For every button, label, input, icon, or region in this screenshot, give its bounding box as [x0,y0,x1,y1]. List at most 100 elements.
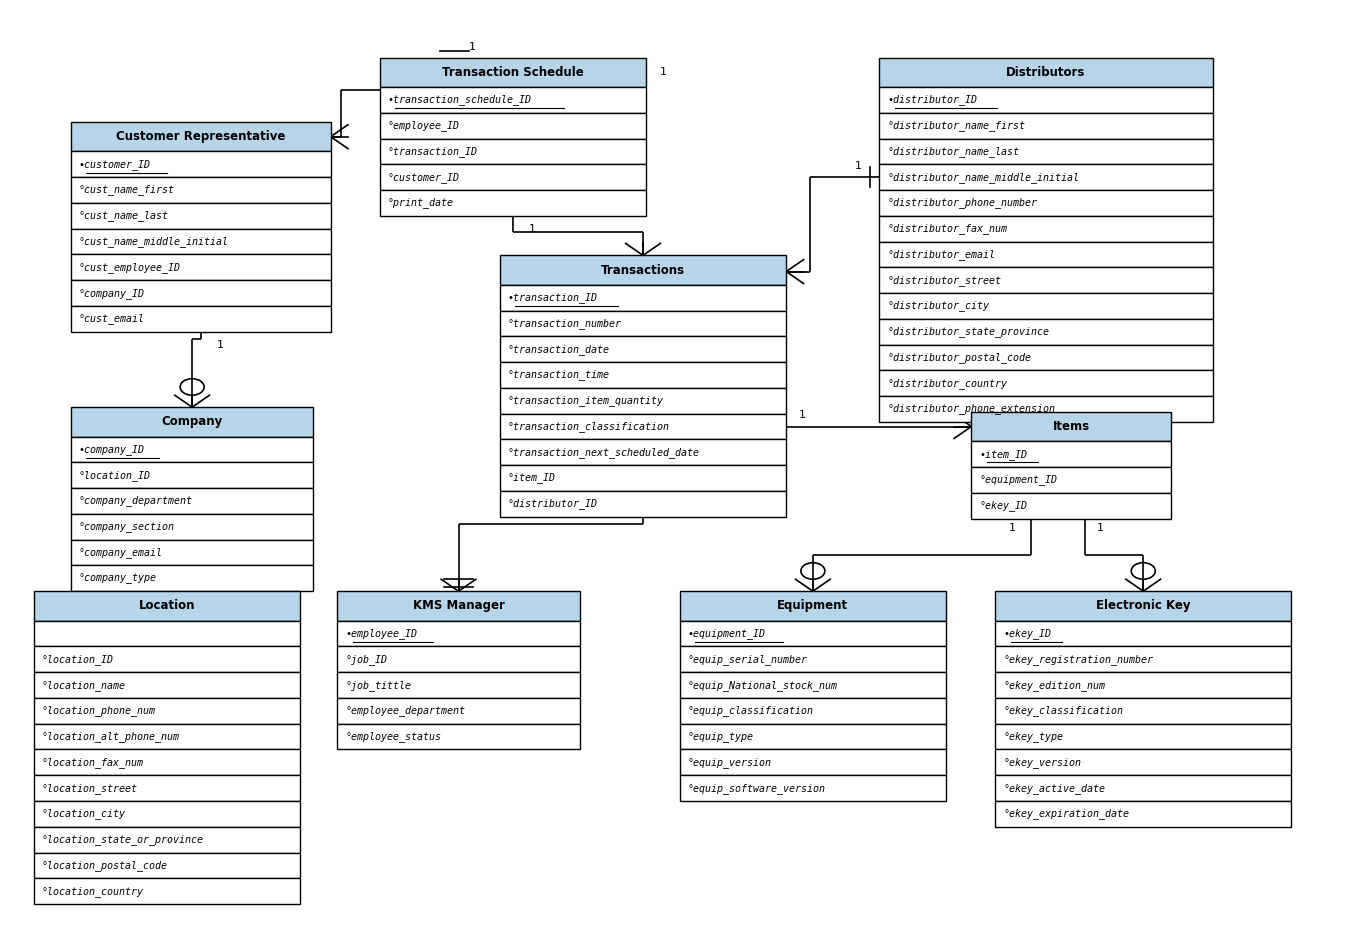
Text: Distributors: Distributors [1007,65,1086,78]
Text: 1: 1 [529,223,536,234]
Bar [996,591,1291,621]
Bar [996,646,1291,672]
Text: °transaction_number: °transaction_number [507,318,622,329]
Text: °distributor_ID: °distributor_ID [507,499,598,509]
Text: °distributor_city: °distributor_city [887,301,989,311]
Bar [879,87,1213,113]
Text: •employee_ID: •employee_ID [346,628,417,639]
Text: °location_ID: °location_ID [79,470,151,481]
Bar [879,242,1213,267]
Text: °ekey_type: °ekey_type [1003,731,1063,742]
Text: °distributor_name_last: °distributor_name_last [887,146,1019,157]
Bar [380,138,646,164]
Bar [879,267,1213,293]
Text: °cust_employee_ID: °cust_employee_ID [79,262,180,273]
Bar [71,280,331,306]
Text: 1: 1 [209,598,215,608]
Bar [338,646,580,672]
Text: KMS Manager: KMS Manager [413,600,505,613]
Bar [71,151,331,177]
Bar [879,190,1213,216]
Bar [879,58,1213,87]
Text: Location: Location [139,600,195,613]
Bar [879,216,1213,242]
Text: °transaction_ID: °transaction_ID [388,146,478,157]
Bar [499,491,786,517]
Bar [71,229,331,254]
Text: Company: Company [162,416,222,429]
Text: Transactions: Transactions [600,263,685,276]
Bar [680,724,946,749]
Bar [879,113,1213,138]
Text: °distributor_postal_code: °distributor_postal_code [887,352,1031,363]
Text: °location_city: °location_city [42,809,125,819]
Text: °distributor_street: °distributor_street [887,275,1001,286]
Text: °ekey_version: °ekey_version [1003,757,1081,768]
Text: °distributor_country: °distributor_country [887,378,1007,389]
Text: °item_ID: °item_ID [507,473,556,484]
Text: 1: 1 [1097,523,1104,532]
Text: Items: Items [1053,420,1090,433]
Bar [996,724,1291,749]
Text: 1: 1 [1005,428,1012,438]
Text: •customer_ID: •customer_ID [79,159,151,170]
Text: °distributor_name_middle_initial: °distributor_name_middle_initial [887,172,1079,183]
Text: 1: 1 [1117,393,1124,403]
Bar [34,724,300,749]
Bar [34,801,300,827]
Bar [680,775,946,801]
Text: °ekey_classification: °ekey_classification [1003,705,1124,716]
Text: •equipment_ID: •equipment_ID [688,628,766,639]
Bar [34,749,300,775]
Bar [34,698,300,724]
Text: °distributor_email: °distributor_email [887,249,996,260]
Text: °employee_status: °employee_status [346,731,441,742]
Bar [499,311,786,336]
Bar [996,749,1291,775]
Text: °print_date: °print_date [388,197,454,208]
Text: °cust_name_middle_initial: °cust_name_middle_initial [79,236,229,247]
Bar [380,58,646,87]
Bar [338,672,580,698]
Bar [680,749,946,775]
Text: °equip_software_version: °equip_software_version [688,783,825,794]
Bar [972,493,1171,518]
Text: °ekey_active_date: °ekey_active_date [1003,783,1105,794]
Bar [499,362,786,388]
Text: °company_email: °company_email [79,547,163,558]
Text: °location_street: °location_street [42,783,137,794]
Text: 1: 1 [855,162,861,171]
Bar [338,724,580,749]
Text: °equip_version: °equip_version [688,757,771,768]
Text: °distributor_name_first: °distributor_name_first [887,120,1026,131]
Text: °employee_department: °employee_department [346,705,466,716]
Text: °transaction_item_quantity: °transaction_item_quantity [507,395,664,406]
Bar [680,646,946,672]
Text: 1: 1 [217,340,223,349]
Bar [71,436,314,462]
Bar [338,591,580,621]
Bar [71,306,331,332]
Bar [879,138,1213,164]
Text: °ekey_expiration_date: °ekey_expiration_date [1003,809,1129,819]
Text: °company_type: °company_type [79,573,157,584]
Text: •distributor_ID: •distributor_ID [887,94,977,106]
Bar [34,591,300,621]
Text: °location_name: °location_name [42,680,125,690]
Text: °location_state_or_province: °location_state_or_province [42,834,203,845]
Text: 1: 1 [798,410,806,420]
Bar [380,87,646,113]
Bar [71,203,331,229]
Text: °equipment_ID: °equipment_ID [980,474,1058,486]
Bar [338,621,580,646]
Bar [680,672,946,698]
Bar [380,113,646,138]
Bar [499,465,786,491]
Bar [879,164,1213,190]
Bar [680,621,946,646]
Bar [380,190,646,216]
Text: 1: 1 [1010,523,1016,532]
Text: 1: 1 [468,41,475,51]
Bar [71,462,314,488]
Bar [879,396,1213,422]
